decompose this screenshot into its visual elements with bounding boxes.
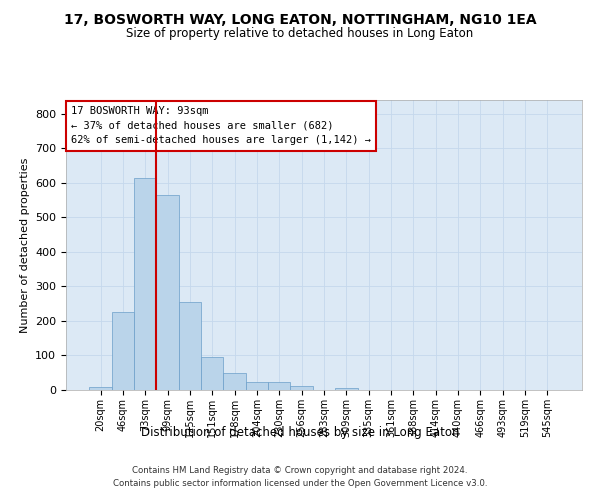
Text: Size of property relative to detached houses in Long Eaton: Size of property relative to detached ho… xyxy=(127,28,473,40)
Bar xyxy=(335,388,358,390)
Bar xyxy=(268,382,290,390)
Bar xyxy=(112,312,134,390)
Text: Distribution of detached houses by size in Long Eaton: Distribution of detached houses by size … xyxy=(141,426,459,439)
Bar xyxy=(179,302,201,390)
Bar xyxy=(157,195,179,390)
Bar xyxy=(201,357,223,390)
Bar xyxy=(89,386,112,390)
Y-axis label: Number of detached properties: Number of detached properties xyxy=(20,158,29,332)
Bar xyxy=(290,386,313,390)
Bar xyxy=(134,178,157,390)
Bar xyxy=(246,382,268,390)
Text: 17, BOSWORTH WAY, LONG EATON, NOTTINGHAM, NG10 1EA: 17, BOSWORTH WAY, LONG EATON, NOTTINGHAM… xyxy=(64,12,536,26)
Text: 17 BOSWORTH WAY: 93sqm
← 37% of detached houses are smaller (682)
62% of semi-de: 17 BOSWORTH WAY: 93sqm ← 37% of detached… xyxy=(71,106,371,146)
Bar xyxy=(223,374,246,390)
Text: Contains HM Land Registry data © Crown copyright and database right 2024.
Contai: Contains HM Land Registry data © Crown c… xyxy=(113,466,487,487)
